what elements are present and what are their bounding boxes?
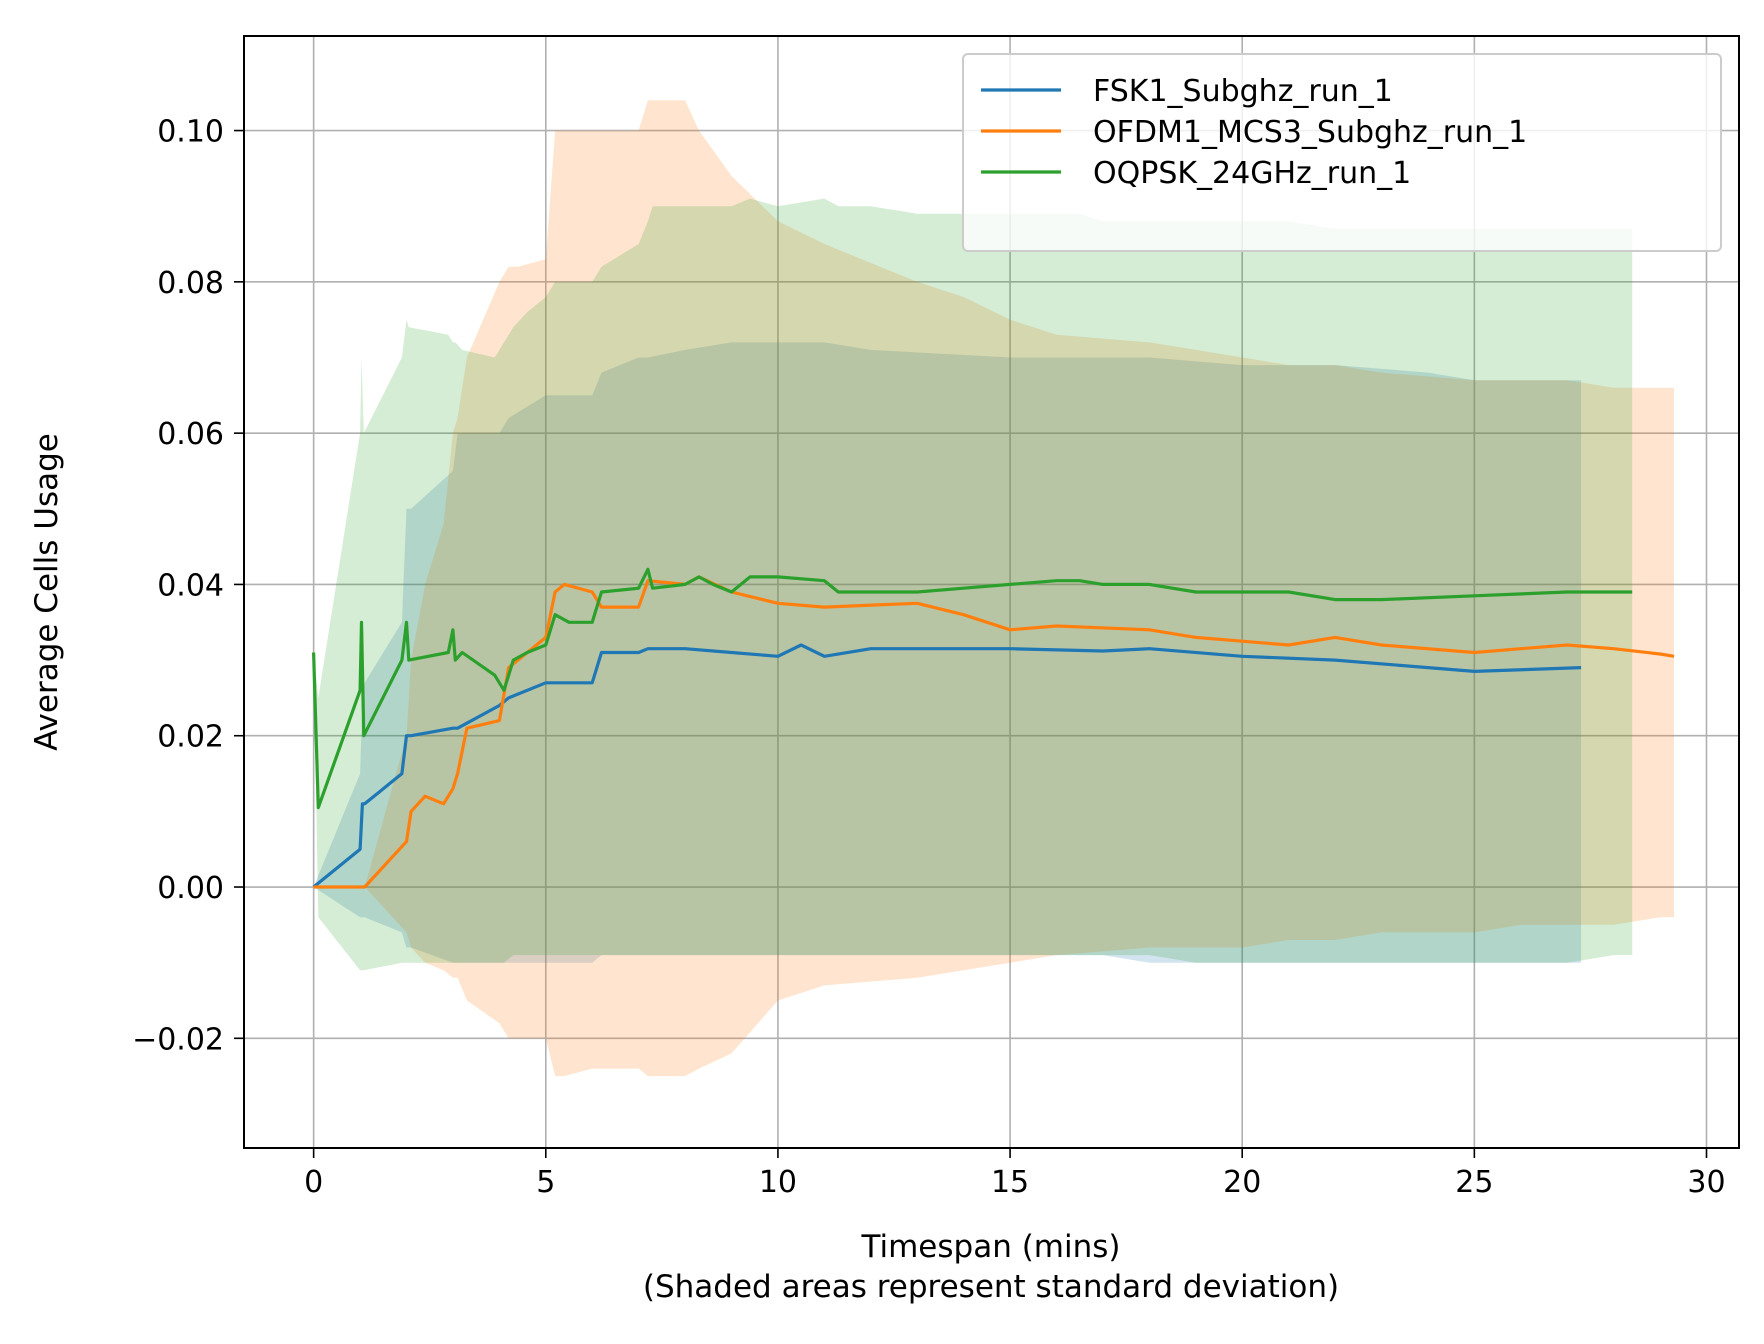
- y-axis: −0.02 0.00 0.02 0.04 0.06 0.08 0.10: [132, 115, 244, 1057]
- std-bands: [313, 100, 1675, 1077]
- legend-box: [962, 53, 1722, 252]
- x-tick-label: 15: [991, 1165, 1029, 1200]
- x-tick-label: 0: [304, 1165, 323, 1200]
- x-tick-label: 30: [1687, 1165, 1725, 1200]
- x-tick-label: 25: [1455, 1165, 1493, 1200]
- y-tick-label: 0.04: [157, 568, 224, 603]
- legend-label-3: OQPSK_24GHz_run_1: [1093, 156, 1411, 191]
- y-tick-label: −0.02: [132, 1022, 224, 1057]
- x-tick-label: 20: [1223, 1165, 1261, 1200]
- legend-label-2: OFDM1_MCS3_Subghz_run_1: [1093, 115, 1527, 150]
- y-tick-label: 0.10: [157, 115, 224, 150]
- x-tick-label: 5: [536, 1165, 555, 1200]
- x-tick-label: 10: [759, 1165, 797, 1200]
- plot-area-frame: [243, 35, 1740, 1149]
- y-tick-label: 0.06: [157, 417, 224, 452]
- y-tick-label: 0.08: [157, 266, 224, 301]
- std-band-series-1: [313, 342, 1582, 963]
- y-tick-label: 0.00: [157, 871, 224, 906]
- std-band-series-3: [313, 198, 1633, 971]
- x-axis-label: Timespan (mins): [861, 1229, 1121, 1265]
- x-axis: 0 5 10 15 20 25 30: [304, 1148, 1726, 1200]
- series-lines: [312, 567, 1675, 889]
- legend-label-1: FSK1_Subghz_run_1: [1093, 74, 1393, 109]
- series-line-3: [312, 567, 1633, 810]
- x-axis-note: (Shaded areas represent standard deviati…: [643, 1269, 1339, 1305]
- legend: FSK1_Subghz_run_1 OFDM1_MCS3_Subghz_run_1…: [962, 53, 1722, 252]
- series-line-1: [312, 643, 1582, 889]
- std-band-series-2: [313, 100, 1675, 1077]
- y-tick-label: 0.02: [157, 720, 224, 755]
- y-axis-label: Average Cells Usage: [29, 433, 65, 751]
